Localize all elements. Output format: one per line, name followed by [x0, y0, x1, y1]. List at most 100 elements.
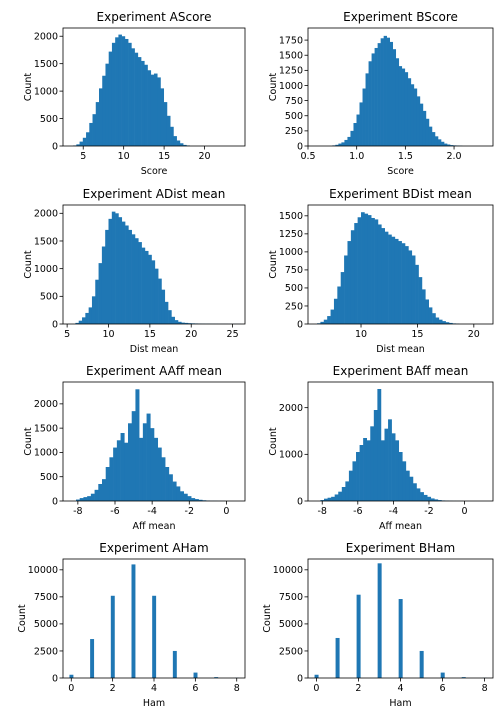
- bar: [176, 140, 181, 146]
- bar: [91, 296, 96, 324]
- bar: [116, 440, 121, 501]
- bar: [383, 35, 387, 147]
- x-tick-label: 15: [158, 151, 170, 162]
- bar: [425, 299, 429, 324]
- bar: [183, 144, 187, 146]
- bar: [418, 277, 423, 324]
- bar: [402, 461, 407, 501]
- axes-frame: [307, 381, 494, 502]
- bar: [92, 114, 97, 146]
- bar: [79, 141, 84, 146]
- bar: [437, 500, 442, 501]
- bar: [391, 433, 396, 501]
- y-tick-label: 1500: [279, 51, 303, 62]
- bar: [434, 499, 439, 501]
- bar: [87, 496, 92, 501]
- x-tick-label: 0: [462, 506, 468, 517]
- bar: [388, 234, 392, 324]
- bar: [434, 136, 439, 146]
- bar: [354, 223, 358, 324]
- bar: [421, 289, 426, 324]
- bar: [405, 470, 410, 501]
- bars: [314, 563, 487, 678]
- y-tick-label: 2000: [34, 32, 58, 43]
- bar: [427, 496, 432, 501]
- x-tick-label: 5: [64, 329, 70, 340]
- bar: [344, 255, 348, 324]
- bars: [69, 564, 239, 678]
- x-tick-label: 15: [144, 329, 156, 340]
- y-tick-label: 0: [297, 141, 303, 152]
- bar: [118, 34, 122, 147]
- y-axis-label: Count: [23, 250, 34, 278]
- bars: [320, 389, 464, 501]
- bar: [415, 264, 419, 324]
- bar: [69, 674, 74, 678]
- chart-title: Experiment BHam: [346, 541, 455, 555]
- bar: [395, 58, 400, 147]
- y-tick-label: 250: [285, 301, 303, 312]
- x-tick-label: -4: [389, 506, 398, 517]
- y-tick-label: 1250: [279, 229, 303, 240]
- bar: [405, 246, 409, 324]
- bar: [449, 322, 453, 324]
- bar: [138, 242, 142, 324]
- bar: [118, 217, 123, 324]
- x-axis-label: Dist mean: [376, 344, 425, 355]
- x-axis-label: Score: [141, 166, 168, 177]
- bar: [82, 137, 87, 146]
- bar: [344, 139, 348, 146]
- bar: [179, 143, 184, 146]
- bar: [356, 594, 361, 678]
- bar: [135, 389, 140, 501]
- subplot-2: 0.5 1.0 1.5 2.0 0 250 500 750 1000 1250 1500 1750 Ex…: [268, 10, 494, 177]
- bar: [430, 498, 435, 501]
- y-tick-label: 0: [52, 673, 58, 684]
- bar: [99, 88, 103, 146]
- x-tick-label: 0: [223, 506, 229, 517]
- bar: [327, 497, 332, 501]
- x-tick-label: 2: [355, 683, 361, 694]
- x-tick-label: 8: [482, 683, 488, 694]
- bar: [368, 61, 372, 146]
- bar: [330, 309, 335, 324]
- y-tick-label: 2000: [34, 209, 58, 220]
- bar: [168, 310, 172, 324]
- bar: [350, 130, 354, 146]
- bar: [392, 49, 397, 146]
- bar: [425, 118, 430, 146]
- bar: [121, 221, 126, 324]
- bar: [76, 144, 80, 146]
- bars: [332, 35, 463, 147]
- bar: [176, 486, 181, 501]
- bar: [82, 317, 86, 324]
- bar: [148, 254, 152, 324]
- x-tick-label: 1.0: [349, 151, 364, 162]
- bar: [173, 136, 177, 146]
- bar: [389, 41, 394, 146]
- bar: [124, 442, 129, 501]
- bar: [377, 563, 382, 678]
- bar: [461, 677, 466, 678]
- bar: [420, 492, 424, 501]
- bar: [370, 426, 375, 501]
- bar: [364, 213, 369, 324]
- y-tick-label: 1500: [34, 423, 58, 434]
- bar: [444, 143, 448, 146]
- bar: [157, 77, 161, 146]
- bar: [191, 498, 196, 501]
- bar: [95, 102, 100, 146]
- x-axis-label: Ham: [389, 698, 411, 709]
- chart-title: Experiment AHam: [99, 541, 208, 555]
- bar: [374, 47, 378, 146]
- bar: [134, 238, 139, 324]
- bars: [76, 389, 225, 501]
- bar: [134, 52, 139, 147]
- subplot-8: 0 2 4 6 8 0 2500 5000 7500 10000 Experiment BHam Ha…: [262, 541, 494, 709]
- bar: [447, 144, 451, 146]
- y-tick-label: 0: [52, 319, 58, 330]
- bar: [89, 122, 93, 146]
- bar: [394, 238, 399, 324]
- bar: [401, 68, 406, 146]
- bar: [348, 470, 353, 501]
